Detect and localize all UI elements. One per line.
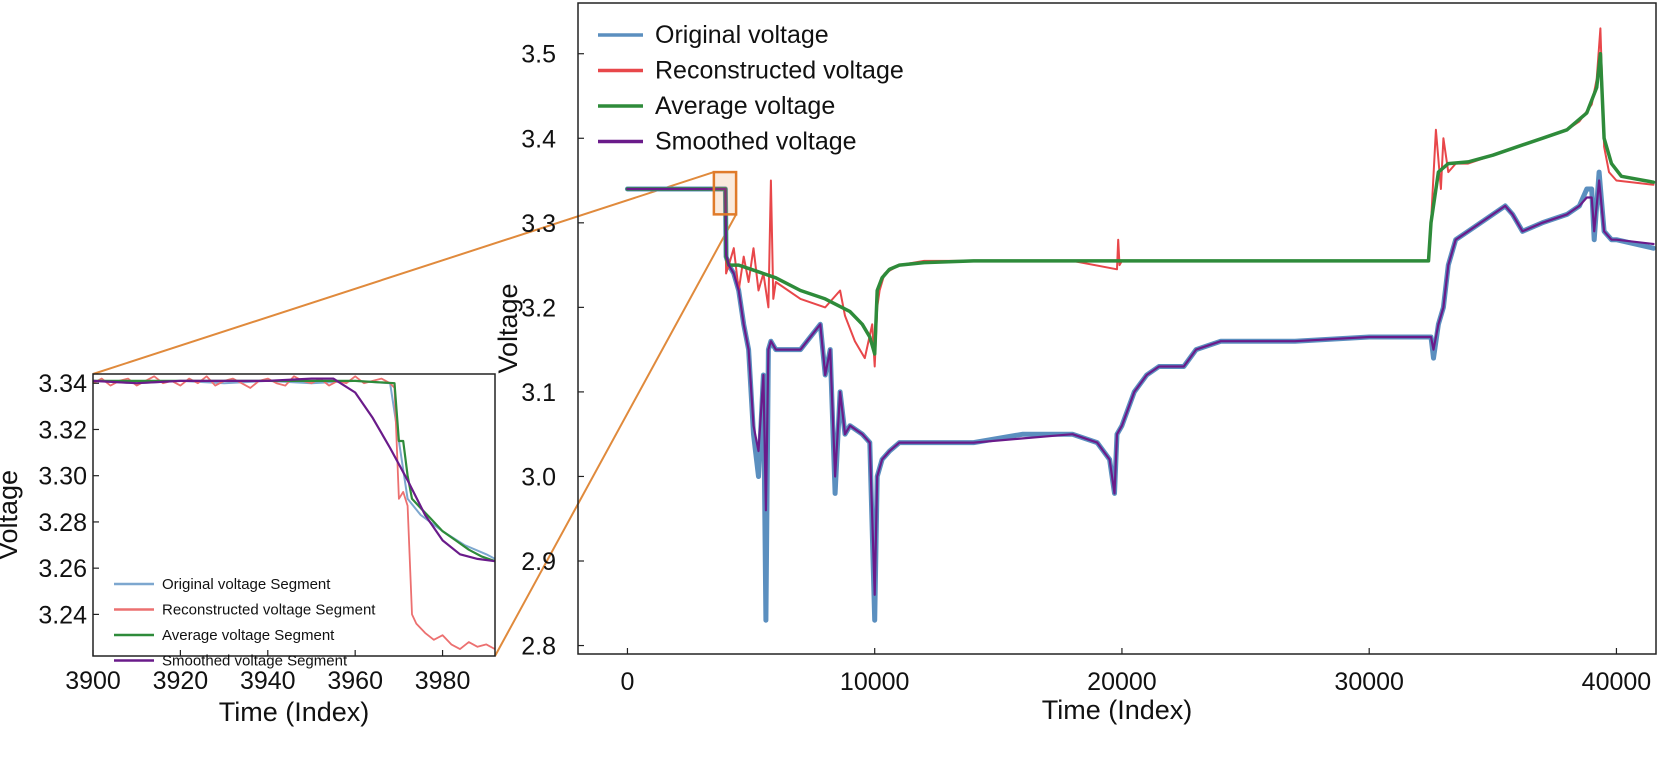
inset-y-tick-label: 3.32 (38, 416, 87, 444)
main-y-tick-label: 2.8 (521, 633, 556, 661)
legend-label-reconstructed-voltage: Reconstructed voltage (655, 57, 904, 85)
legend-label-original-voltage: Original voltage (655, 21, 829, 49)
main-x-tick-label: 30000 (1334, 668, 1404, 696)
main-y-tick-label: 3.3 (521, 210, 556, 238)
legend-label-smoothed-voltage: Smoothed voltage (655, 128, 857, 156)
main-plot-frame (577, 2, 1657, 655)
main-x-tick-label: 20000 (1087, 668, 1157, 696)
inset-y-tick-label: 3.34 (38, 370, 87, 398)
main-series-smoothed-voltage (626, 179, 1655, 596)
main-series-original-voltage (624, 169, 1656, 623)
inset-x-tick-label: 3940 (240, 667, 296, 695)
connector-line-bottom (494, 213, 737, 657)
inset-x-tick-label: 3960 (327, 667, 383, 695)
legend-label-reconstructed-voltage-segment: Reconstructed voltage Segment (162, 602, 376, 619)
legend-label-average-voltage-segment: Average voltage Segment (162, 627, 335, 644)
main-legend: Original voltage Reconstructed voltage Ave… (598, 21, 904, 156)
main-y-tick-label: 3.1 (521, 379, 556, 407)
legend-label-original-voltage-segment: Original voltage Segment (162, 576, 331, 593)
inset-series-smoothed-voltage-segment (93, 377, 495, 563)
inset-plot-frame (92, 373, 496, 657)
inset-y-tick-label: 3.28 (38, 509, 87, 537)
main-series-average-voltage (625, 51, 1656, 356)
main-x-axis-label: Time (Index) (1042, 695, 1193, 725)
main-y-tick-label: 3.4 (521, 125, 556, 153)
main-series-group (624, 27, 1656, 623)
inset-series-average-voltage-segment (93, 379, 495, 563)
inset-y-tick-label: 3.24 (38, 601, 87, 629)
main-y-tick-label: 2.9 (521, 548, 556, 576)
main-y-tick-label: 3.0 (521, 463, 556, 491)
main-y-tick-label: 3.2 (521, 294, 556, 322)
inset-x-tick-label: 3900 (65, 667, 121, 695)
legend-label-average-voltage: Average voltage (655, 92, 835, 120)
inset-series-group (93, 375, 495, 650)
zoom-connector-lines (92, 171, 737, 657)
main-x-tick-label: 10000 (840, 668, 910, 696)
inset-series-original-voltage-segment (93, 379, 495, 560)
main-y-tick-label: 3.5 (521, 41, 556, 69)
inset-y-tick-label: 3.26 (38, 555, 87, 583)
inset-legend: Original voltage Segment Reconstructed vo… (114, 576, 376, 670)
main-x-tick-label: 0 (620, 668, 634, 696)
main-chart: 0 10000 20000 30000 40000 2.8 2.9 3.0 3.1 3.2 3.3 3… (493, 2, 1657, 725)
inset-x-axis-label: Time (Index) (219, 697, 370, 727)
legend-label-smoothed-voltage-segment: Smoothed voltage Segment (162, 653, 348, 670)
inset-x-tick-label: 3920 (153, 667, 209, 695)
inset-x-tick-label: 3980 (415, 667, 471, 695)
inset-chart: 3900 3920 3940 3960 3980 3.24 3.26 3.28 3.30 3.32… (0, 370, 496, 727)
zoom-highlight-box (712, 170, 738, 216)
connector-line-top (92, 171, 715, 375)
main-y-axis-label: Voltage (493, 283, 523, 373)
main-x-tick-label: 40000 (1582, 668, 1652, 696)
inset-y-tick-label: 3.30 (38, 463, 87, 491)
inset-y-axis-label: Voltage (0, 470, 23, 560)
